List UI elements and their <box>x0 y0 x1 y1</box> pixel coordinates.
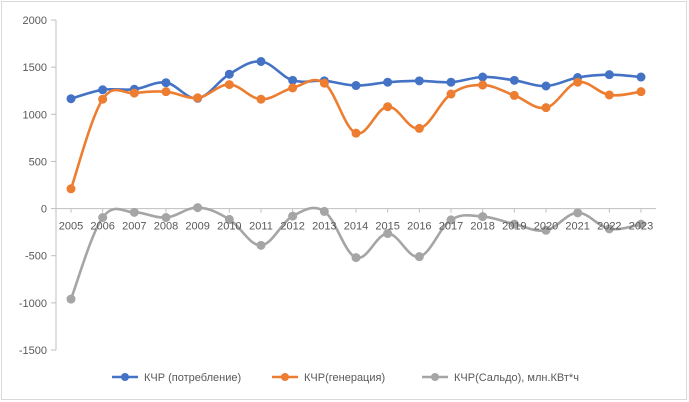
x-tick-label: 2016 <box>407 221 431 233</box>
data-point <box>66 94 76 104</box>
data-point <box>193 203 203 213</box>
data-point <box>414 76 424 86</box>
data-point <box>414 123 424 133</box>
series-1 <box>66 77 646 194</box>
data-point <box>478 212 488 222</box>
data-point <box>98 85 108 95</box>
x-tick-label: 2013 <box>312 221 336 233</box>
legend-swatch-marker <box>281 373 289 381</box>
data-point <box>509 219 519 229</box>
data-point <box>573 208 583 218</box>
data-point <box>604 70 614 80</box>
x-tick-label: 2017 <box>439 221 463 233</box>
y-tick-label: -1000 <box>19 298 47 310</box>
data-point <box>541 225 551 235</box>
x-tick-label: 2010 <box>217 221 241 233</box>
data-point <box>541 81 551 91</box>
x-tick-label: 2023 <box>629 221 653 233</box>
data-point <box>636 219 646 229</box>
data-point <box>288 211 298 221</box>
data-point <box>414 252 424 262</box>
y-tick-label: 1000 <box>23 109 47 121</box>
data-point <box>478 80 488 90</box>
y-tick-label: 500 <box>29 156 47 168</box>
y-tick-label: 0 <box>41 204 47 216</box>
x-tick-label: 2019 <box>502 221 526 233</box>
data-point <box>66 294 76 304</box>
x-tick-label: 2014 <box>344 221 368 233</box>
data-point <box>383 229 393 239</box>
series-0 <box>66 56 646 104</box>
series-layer <box>66 56 646 304</box>
x-tick-label: 2011 <box>249 221 273 233</box>
data-point <box>446 215 456 225</box>
data-point <box>224 214 234 224</box>
data-point <box>636 87 646 97</box>
x-tick-label: 2012 <box>280 221 304 233</box>
data-point <box>98 213 108 223</box>
legend-swatch-marker <box>121 373 129 381</box>
x-tick-label: 2020 <box>534 221 558 233</box>
legend-item: КЧР (потребление) <box>112 372 241 384</box>
data-point <box>446 77 456 87</box>
data-point <box>383 77 393 87</box>
legend-label: КЧР(Сальдо), млн.КВт*ч <box>454 372 579 384</box>
data-point <box>351 253 361 263</box>
x-tick-label: 2018 <box>470 221 494 233</box>
x-tick-label: 2008 <box>154 221 178 233</box>
x-tick-label: 2007 <box>122 221 146 233</box>
data-point <box>98 94 108 104</box>
legend-label: КЧР (потребление) <box>144 372 241 384</box>
data-point <box>573 77 583 87</box>
x-tick-label: 2022 <box>597 221 621 233</box>
data-point <box>224 69 234 79</box>
y-tick-label: -500 <box>25 251 47 263</box>
data-point <box>509 75 519 85</box>
data-point <box>256 94 266 104</box>
series-line <box>70 60 642 100</box>
data-point <box>161 78 171 88</box>
data-point <box>446 89 456 99</box>
data-point <box>288 83 298 93</box>
x-tick-label: 2021 <box>565 221 589 233</box>
legend-swatch-marker <box>431 373 439 381</box>
data-point <box>478 72 488 82</box>
data-point <box>383 102 393 112</box>
data-point <box>288 75 298 85</box>
data-point <box>161 213 171 223</box>
data-point <box>129 207 139 217</box>
data-point <box>351 128 361 138</box>
x-tick-labels: 2005 2006 2007 2008 2009 2010 2011 2012 2013 2014… <box>59 221 653 233</box>
series-2 <box>66 203 646 304</box>
data-point <box>319 78 329 88</box>
legend-item: КЧР(генерация) <box>272 372 385 384</box>
x-tick-label: 2006 <box>90 221 114 233</box>
x-tick-label: 2005 <box>59 221 83 233</box>
y-tick-label: 2000 <box>23 15 47 27</box>
y-tick-label: 1500 <box>23 62 47 74</box>
x-tick-label: 2009 <box>185 221 209 233</box>
data-point <box>636 72 646 82</box>
y-tick-label: -1500 <box>19 345 47 357</box>
legend: КЧР (потребление) КЧР(генерация) КЧР(Сальд… <box>112 372 579 384</box>
data-point <box>224 80 234 90</box>
data-point <box>129 88 139 98</box>
legend-label: КЧР(генерация) <box>304 372 385 384</box>
data-point <box>604 90 614 100</box>
x-tick-label: 2015 <box>375 221 399 233</box>
axes: 2000 1500 1000 500 0 -500 -1000 -1500 <box>19 15 656 357</box>
data-point <box>509 90 519 100</box>
data-point <box>193 93 203 103</box>
data-point <box>256 240 266 250</box>
data-point <box>319 206 329 216</box>
data-point <box>66 184 76 194</box>
data-point <box>256 56 266 66</box>
data-point <box>541 103 551 113</box>
data-point <box>161 87 171 97</box>
legend-item: КЧР(Сальдо), млн.КВт*ч <box>422 372 579 384</box>
data-point <box>604 224 614 234</box>
data-point <box>351 81 361 91</box>
